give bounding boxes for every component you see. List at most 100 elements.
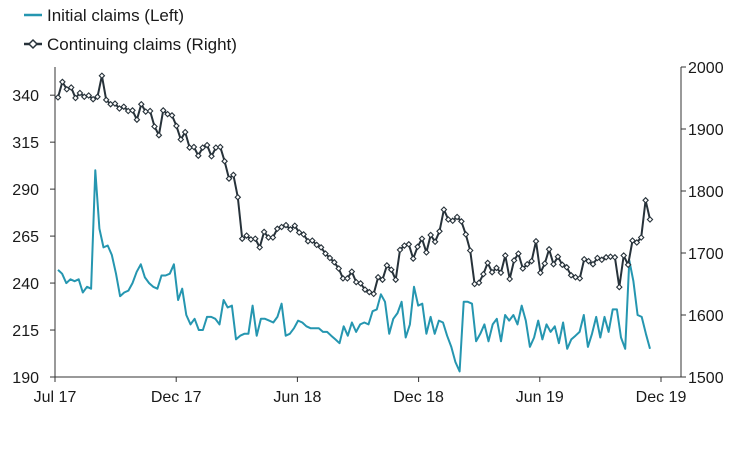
point-continuing-claims bbox=[523, 260, 531, 268]
point-continuing-claims bbox=[646, 216, 654, 223]
point-continuing-claims bbox=[89, 95, 97, 103]
x-tick-label: Jun 19 bbox=[516, 389, 564, 406]
point-continuing-claims bbox=[116, 105, 123, 112]
point-continuing-claims bbox=[335, 265, 343, 272]
point-continuing-claims bbox=[458, 218, 465, 225]
point-continuing-claims bbox=[449, 217, 457, 225]
x-tick-label: Dec 18 bbox=[393, 389, 444, 406]
point-continuing-claims bbox=[554, 253, 562, 261]
series-line-initial-claims bbox=[57, 169, 651, 373]
point-continuing-claims bbox=[173, 122, 180, 130]
point-continuing-claims bbox=[269, 234, 277, 241]
point-continuing-claims bbox=[379, 276, 386, 284]
y-left-tick-label: 290 bbox=[12, 182, 39, 199]
y-right-tick-label: 1600 bbox=[688, 308, 724, 325]
point-continuing-claims bbox=[598, 256, 606, 264]
point-continuing-claims bbox=[251, 235, 259, 243]
x-tick-label: Dec 17 bbox=[151, 389, 202, 406]
point-continuing-claims bbox=[506, 275, 514, 283]
point-continuing-claims bbox=[633, 239, 641, 246]
point-continuing-claims bbox=[480, 270, 487, 278]
y-left-tick-label: 215 bbox=[12, 323, 39, 340]
point-continuing-claims bbox=[230, 171, 237, 179]
legend-marker-continuing-claims bbox=[27, 38, 39, 50]
y-left-tick-label: 315 bbox=[12, 135, 39, 152]
point-continuing-claims bbox=[594, 254, 601, 262]
point-continuing-claims bbox=[396, 246, 404, 254]
point-continuing-claims bbox=[580, 255, 588, 263]
point-continuing-claims bbox=[98, 72, 106, 80]
point-continuing-claims bbox=[76, 89, 84, 97]
point-continuing-claims bbox=[322, 250, 329, 257]
point-continuing-claims bbox=[181, 128, 189, 136]
point-continuing-claims bbox=[444, 216, 452, 223]
y-right-tick-label: 1800 bbox=[688, 184, 724, 201]
point-continuing-claims bbox=[111, 100, 119, 107]
point-continuing-claims bbox=[615, 283, 623, 291]
point-continuing-claims bbox=[387, 266, 395, 274]
point-continuing-claims bbox=[54, 94, 62, 101]
x-tick-label: Jun 18 bbox=[273, 389, 321, 406]
point-continuing-claims bbox=[620, 252, 628, 259]
point-continuing-claims bbox=[585, 257, 592, 265]
y-right-tick-label: 1500 bbox=[688, 370, 724, 387]
point-continuing-claims bbox=[550, 260, 557, 268]
point-continuing-claims bbox=[607, 253, 614, 261]
point-continuing-claims bbox=[370, 290, 378, 298]
point-continuing-claims bbox=[642, 196, 649, 204]
point-continuing-claims bbox=[484, 259, 492, 267]
point-continuing-claims bbox=[357, 280, 364, 287]
point-continuing-claims bbox=[199, 144, 207, 151]
point-continuing-claims bbox=[475, 279, 483, 287]
point-continuing-claims bbox=[541, 260, 549, 267]
point-continuing-claims bbox=[431, 238, 439, 246]
point-continuing-claims bbox=[273, 225, 281, 233]
point-continuing-claims bbox=[326, 254, 334, 262]
legend: Initial claims (Left) Continuing claims … bbox=[24, 6, 237, 54]
legend-item-initial-claims: Initial claims (Left) bbox=[24, 6, 184, 25]
point-continuing-claims bbox=[94, 93, 101, 101]
point-continuing-claims bbox=[348, 268, 356, 275]
point-continuing-claims bbox=[120, 103, 128, 111]
y-right-tick-label: 1900 bbox=[688, 122, 724, 139]
point-continuing-claims bbox=[365, 288, 373, 296]
point-continuing-claims bbox=[545, 245, 553, 253]
point-continuing-claims bbox=[168, 112, 176, 119]
point-continuing-claims bbox=[497, 269, 505, 277]
point-continuing-claims bbox=[67, 84, 75, 91]
point-continuing-claims bbox=[453, 213, 461, 221]
point-continuing-claims bbox=[488, 268, 496, 276]
point-continuing-claims bbox=[510, 257, 518, 264]
point-continuing-claims bbox=[194, 152, 202, 160]
point-continuing-claims bbox=[102, 96, 110, 104]
point-continuing-claims bbox=[462, 231, 470, 238]
point-continuing-claims bbox=[558, 261, 566, 269]
point-continuing-claims bbox=[493, 264, 500, 272]
point-continuing-claims bbox=[423, 249, 430, 256]
point-continuing-claims bbox=[611, 253, 619, 261]
point-continuing-claims bbox=[624, 261, 632, 269]
point-continuing-claims bbox=[392, 276, 400, 284]
point-continuing-claims bbox=[137, 100, 145, 108]
point-continuing-claims bbox=[629, 237, 636, 244]
point-continuing-claims bbox=[221, 157, 228, 165]
point-continuing-claims bbox=[339, 275, 347, 282]
point-continuing-claims bbox=[260, 228, 268, 236]
point-continuing-claims bbox=[265, 234, 272, 241]
point-continuing-claims bbox=[291, 222, 299, 230]
point-continuing-claims bbox=[589, 260, 597, 268]
point-continuing-claims bbox=[344, 275, 351, 282]
point-continuing-claims bbox=[129, 107, 136, 114]
point-continuing-claims bbox=[278, 223, 285, 231]
point-continuing-claims bbox=[216, 143, 224, 151]
point-continuing-claims bbox=[440, 206, 448, 213]
point-continuing-claims bbox=[313, 241, 321, 249]
point-continuing-claims bbox=[72, 94, 79, 102]
y-right-tick-label: 2000 bbox=[688, 60, 724, 77]
point-continuing-claims bbox=[515, 250, 522, 257]
point-continuing-claims bbox=[159, 107, 167, 114]
point-continuing-claims bbox=[282, 221, 290, 229]
legend-item-continuing-claims: Continuing claims (Right) bbox=[24, 35, 237, 54]
point-continuing-claims bbox=[409, 255, 417, 262]
